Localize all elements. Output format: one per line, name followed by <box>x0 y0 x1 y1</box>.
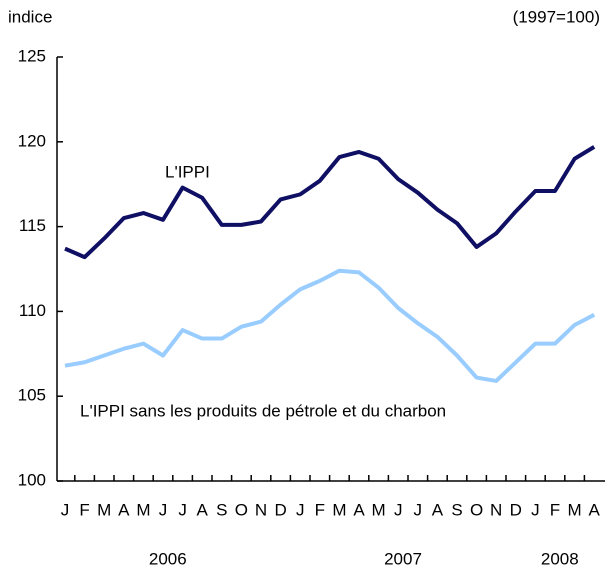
x-tick-label: M <box>97 500 111 519</box>
y-tick-label: 105 <box>18 386 46 405</box>
y-tick-label: 100 <box>18 470 46 489</box>
x-tick-label: D <box>274 500 286 519</box>
x-tick-label: M <box>332 500 346 519</box>
x-tick-label: J <box>159 500 168 519</box>
x-tick-label: A <box>432 500 444 519</box>
x-tick-label: J <box>531 500 540 519</box>
x-tick-label: M <box>136 500 150 519</box>
x-tick-label: A <box>118 500 130 519</box>
year-label: 2007 <box>384 549 422 568</box>
x-tick-label: A <box>197 500 209 519</box>
year-label: 2006 <box>149 549 187 568</box>
x-tick-label: N <box>490 500 502 519</box>
y-axis-label: indice <box>8 7 52 26</box>
x-tick-label: M <box>372 500 386 519</box>
x-tick-label: A <box>353 500 365 519</box>
x-tick-label: S <box>216 500 227 519</box>
x-tick-label: J <box>61 500 70 519</box>
series-label: L'IPPI <box>165 162 210 181</box>
x-tick-label: M <box>568 500 582 519</box>
y-tick-label: 125 <box>18 46 46 65</box>
x-tick-label: J <box>178 500 187 519</box>
y-tick-label: 115 <box>19 216 46 235</box>
x-tick-label: J <box>414 500 423 519</box>
series-label: L'IPPI sans les produits de pétrole et d… <box>80 401 446 420</box>
x-tick-label: O <box>470 500 483 519</box>
y-tick-label: 110 <box>19 301 46 320</box>
x-tick-label: J <box>296 500 305 519</box>
x-tick-label: F <box>315 500 325 519</box>
year-label: 2008 <box>541 549 579 568</box>
y-tick-label: 120 <box>18 131 46 150</box>
x-tick-label: J <box>394 500 403 519</box>
base-label: (1997=100) <box>513 7 600 26</box>
x-tick-label: N <box>255 500 267 519</box>
x-tick-label: D <box>510 500 522 519</box>
x-tick-label: A <box>589 500 601 519</box>
series-line <box>64 268 596 383</box>
x-tick-label: S <box>451 500 462 519</box>
x-tick-label: F <box>550 500 560 519</box>
x-tick-label: O <box>235 500 248 519</box>
series-line <box>64 145 596 260</box>
x-tick-label: F <box>79 500 89 519</box>
